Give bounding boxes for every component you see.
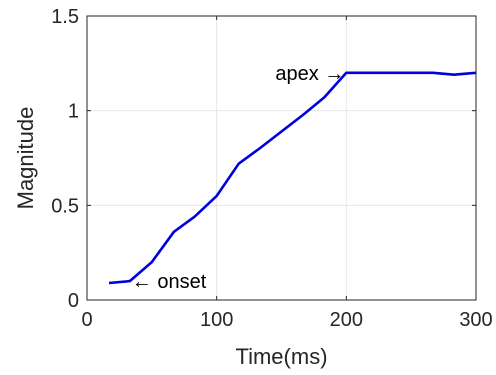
annotation-apex: apex → [275,63,344,85]
plot-frame [86,15,477,301]
x-tick-label: 100 [200,309,233,331]
y-axis-label: Magnitude [13,107,38,210]
y-tick-label: 1.5 [51,6,79,28]
x-axis-label: Time(ms) [235,344,327,369]
axes: 0 100 200 300 0 0.5 1 1.5 [51,6,493,331]
y-tick-label: 0 [68,290,79,312]
x-tick-label: 200 [330,309,363,331]
y-tick-label: 1 [68,101,79,123]
y-tick-label: 0.5 [51,195,79,217]
series-layer [108,71,477,285]
annotations: ← onset apex → [132,63,345,293]
x-tick-label: 300 [459,309,492,331]
series-line [108,71,477,285]
annotation-onset: ← onset [132,271,207,293]
grid-lines [86,15,477,301]
x-tick-label: 0 [81,309,92,331]
